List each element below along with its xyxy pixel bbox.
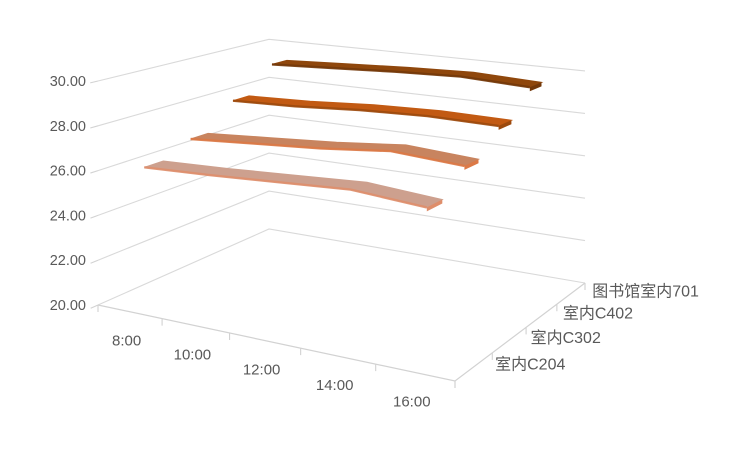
gridline	[97, 190, 586, 261]
value-axis-label: 20.00	[50, 298, 86, 314]
ribbon-front-edge	[232, 99, 499, 128]
ribbon-front-edge	[271, 63, 530, 89]
series-axis-label: 室内C204	[495, 356, 565, 374]
series-ribbon-3	[271, 59, 544, 92]
axes	[97, 282, 586, 388]
value-axis-tick	[90, 214, 99, 219]
gridline	[97, 152, 586, 216]
series-axis-label: 图书馆室内701	[592, 282, 699, 300]
value-axis-tick	[90, 170, 99, 174]
ribbon-end-cap	[464, 159, 479, 170]
value-axis-tick	[90, 80, 99, 84]
value-axis-label: 24.00	[50, 208, 86, 224]
ribbon-front-edge	[190, 137, 465, 168]
series-ribbons	[144, 59, 544, 212]
ribbon-end-cap	[426, 199, 443, 212]
category-axis-label: 12:00	[243, 361, 281, 378]
value-axis-label: 22.00	[50, 253, 86, 269]
gridline	[97, 76, 586, 127]
category-axis-label: 14:00	[316, 377, 354, 394]
series-ribbon-0	[144, 160, 444, 212]
gridline	[97, 114, 586, 172]
value-axis-tick	[90, 125, 99, 129]
series-axis-label: 室内C402	[563, 305, 633, 323]
category-axis-label: 16:00	[393, 393, 431, 410]
ribbon-end-cap	[498, 120, 512, 130]
series-ribbon-1	[190, 132, 481, 170]
gridline	[97, 38, 586, 82]
series-ribbon-2	[232, 95, 514, 130]
gridlines	[90, 38, 586, 309]
category-axis-label: 10:00	[174, 347, 212, 364]
value-axis-label: 26.00	[50, 164, 86, 180]
category-axis-label: 8:00	[112, 333, 141, 350]
value-axis-label: 30.00	[50, 74, 86, 90]
gridline	[97, 228, 586, 306]
value-axis-label: 28.00	[50, 119, 86, 135]
value-axis-tick	[90, 304, 99, 309]
axis-labels: 20.00 22.00 24.00 26.00 28.00 30.00 8:00 10:00 1…	[50, 74, 699, 410]
value-axis-tick	[90, 259, 99, 264]
ribbon-front-edge	[144, 166, 428, 209]
ribbon-end-cap	[529, 82, 542, 92]
series-axis-label: 室内C302	[531, 329, 601, 347]
